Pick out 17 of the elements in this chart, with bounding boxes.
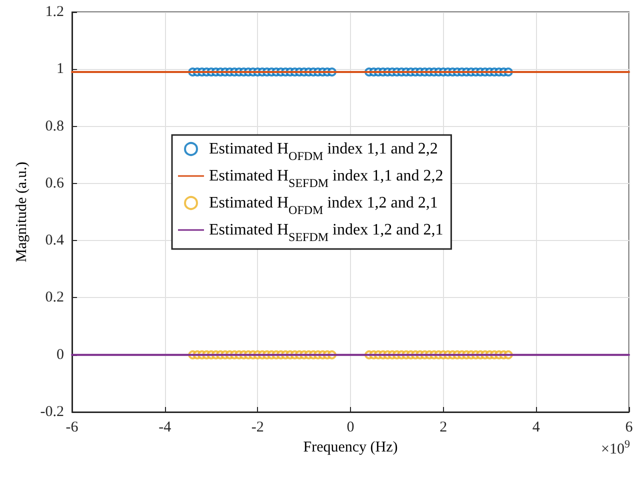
y-tick-label: 1 bbox=[56, 61, 64, 78]
y-axis-title: Magnitude (a.u.) bbox=[14, 162, 30, 262]
y-tick-label: 0.8 bbox=[45, 118, 64, 134]
y-tick-label: 1.2 bbox=[45, 4, 64, 20]
x-tick-label: 4 bbox=[532, 420, 540, 436]
x-tick-label: 0 bbox=[346, 420, 354, 436]
y-tick-label: 0.4 bbox=[45, 232, 64, 249]
y-tick-label: -0.2 bbox=[40, 404, 64, 420]
x-tick-label: 2 bbox=[440, 420, 448, 436]
y-tick-label: 0.6 bbox=[45, 175, 64, 192]
x-tick-label: 6 bbox=[625, 420, 634, 436]
x-axis-title: Frequency (Hz) bbox=[303, 439, 398, 456]
x-tick-label: -2 bbox=[251, 420, 264, 436]
y-tick-label: 0 bbox=[56, 346, 64, 363]
x-tick-label: -4 bbox=[158, 420, 172, 436]
x-tick-label: -6 bbox=[66, 420, 79, 436]
y-tick-label: 0.2 bbox=[45, 290, 64, 306]
